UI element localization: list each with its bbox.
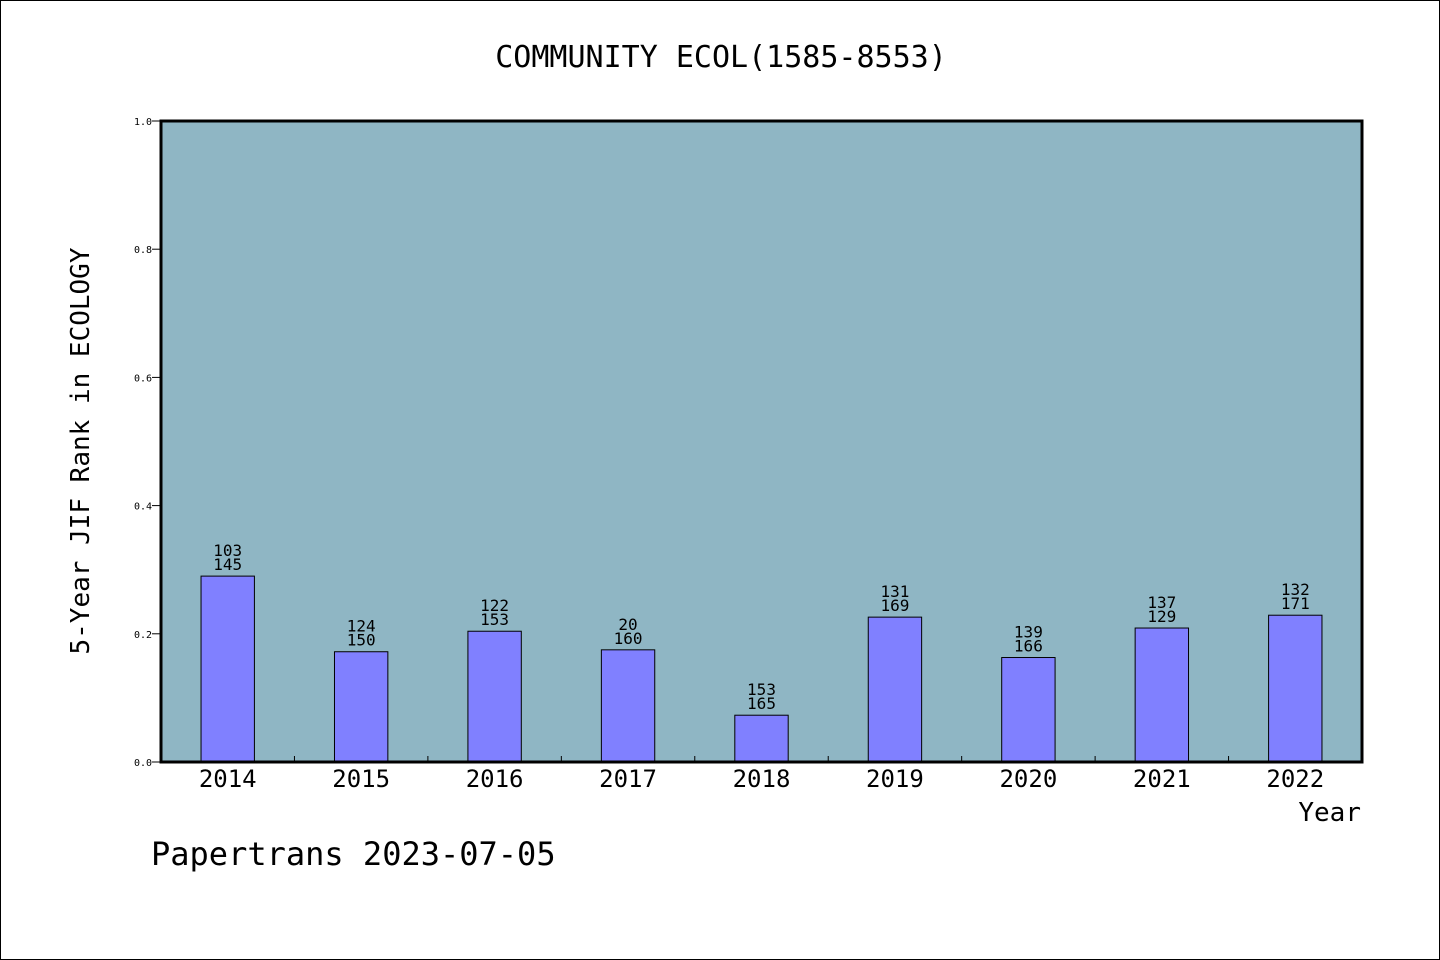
- x-tick-label-2015: 2015: [332, 765, 390, 793]
- bar-label-total-2014: 145: [213, 555, 242, 574]
- bar-2017: [600, 649, 656, 763]
- bar-series: [200, 575, 1323, 763]
- plot-border: [159, 119, 1364, 764]
- bar-2015: [333, 651, 389, 763]
- bar-label-rank-2022: 132: [1281, 580, 1310, 599]
- y-tick-label: 0.2: [134, 630, 152, 641]
- y-tick-label: 0.6: [134, 373, 152, 384]
- x-tick-label-2017: 2017: [599, 765, 657, 793]
- y-tick-label: 0.0: [134, 758, 152, 769]
- x-tick-label-2020: 2020: [999, 765, 1057, 793]
- bar-label-total-2015: 150: [347, 631, 376, 650]
- bar-label-total-2016: 153: [480, 610, 509, 629]
- x-tick-label-2019: 2019: [866, 765, 924, 793]
- bar-label-rank-2014: 103: [213, 541, 242, 560]
- x-tick-label-2018: 2018: [733, 765, 791, 793]
- bar-label-rank-2020: 139: [1014, 623, 1043, 642]
- x-tick-label-2016: 2016: [466, 765, 524, 793]
- footer-credit: Papertrans 2023-07-05: [151, 835, 556, 873]
- bar-label-total-2020: 166: [1014, 637, 1043, 656]
- bar-2022: [1268, 614, 1323, 763]
- bar-2018: [734, 714, 789, 763]
- x-tick-label-2021: 2021: [1133, 765, 1191, 793]
- bar-label-total-2019: 169: [880, 596, 909, 615]
- bar-2019: [867, 616, 923, 763]
- bar-label-total-2017: 160: [614, 629, 643, 648]
- y-tick-label: 0.8: [134, 245, 152, 256]
- bar-label-rank-2016: 122: [480, 596, 509, 615]
- bar-2014: [200, 575, 255, 763]
- bar-2016: [467, 630, 522, 763]
- bar-2020: [1001, 657, 1056, 763]
- bar-label-rank-2017: 20: [618, 615, 637, 634]
- bar-label-rank-2021: 137: [1147, 593, 1176, 612]
- y-tick-label: 0.4: [134, 502, 152, 513]
- x-axis-label: Year: [1298, 798, 1361, 828]
- y-axis-label: 5-Year JIF Rank in ECOLOGY: [66, 247, 96, 654]
- bar-label-rank-2018: 153: [747, 680, 776, 699]
- bar-label-total-2018: 165: [747, 694, 776, 713]
- y-axis-ticks: 0.0 0.2 0.4 0.6 0.8 1.0: [134, 117, 161, 769]
- x-tick-label-2014: 2014: [199, 765, 257, 793]
- y-tick-label: 1.0: [134, 117, 152, 128]
- bar-label-rank-2015: 124: [347, 617, 376, 636]
- x-tick-label-2022: 2022: [1266, 765, 1324, 793]
- bar-label-total-2021: 129: [1147, 607, 1176, 626]
- chart-title: COMMUNITY ECOL(1585-8553): [495, 40, 947, 75]
- bar-label-rank-2019: 131: [880, 582, 909, 601]
- bar-label-total-2022: 171: [1281, 594, 1310, 613]
- x-axis-tick-labels: 2014 2015 2016 2017 2018 2019 2020 2021 2022: [199, 765, 1324, 793]
- bar-2021: [1134, 627, 1190, 763]
